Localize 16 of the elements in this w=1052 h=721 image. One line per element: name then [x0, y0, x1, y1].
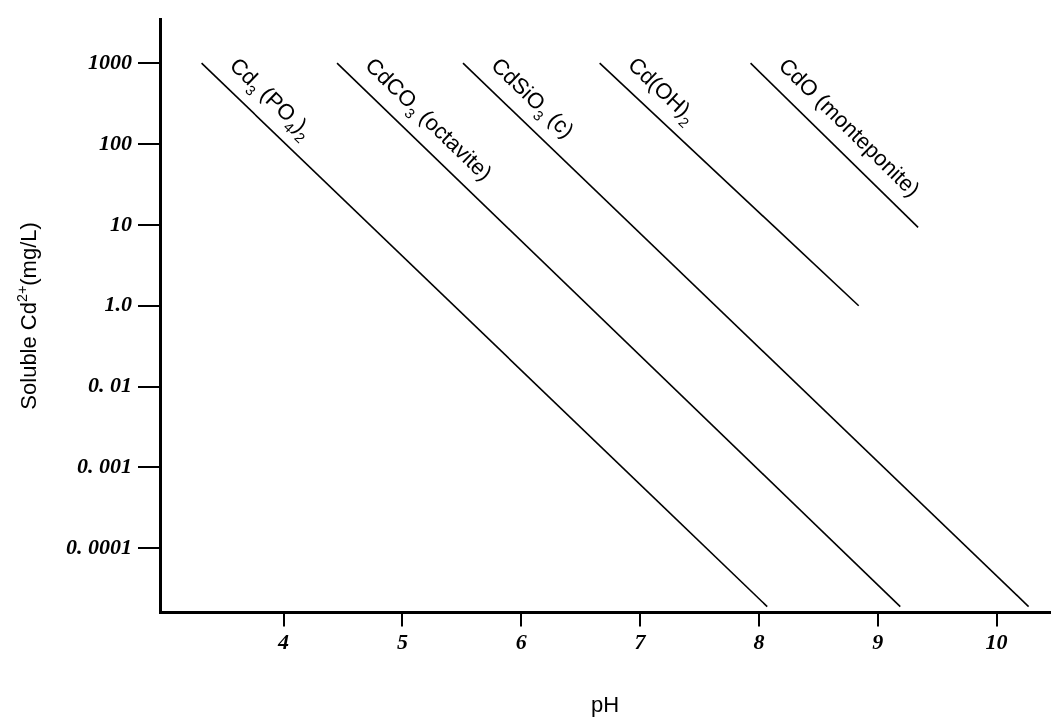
x-axis-title: pH [590, 692, 620, 717]
y-axis-title: Soluble Cd2+(mg/L) [14, 222, 41, 410]
x-tick-label: 5 [396, 629, 408, 655]
x-tick-label: 4 [277, 629, 290, 655]
y-tick-label: 0. 001 [77, 453, 132, 479]
y-tick-label: 100 [99, 129, 132, 155]
y-tick-label: 10 [110, 210, 132, 236]
x-tick-label: 10 [985, 629, 1008, 655]
y-tick-label: 1000 [88, 48, 132, 74]
y-tick-label: 1.0 [104, 291, 132, 317]
y-tick-label: 0. 01 [88, 372, 132, 398]
x-tick-label: 8 [753, 629, 765, 655]
x-tick-label: 6 [515, 629, 527, 655]
x-tick-label: 7 [634, 629, 647, 655]
x-tick-label: 9 [872, 629, 884, 655]
y-tick-label: 0. 0001 [66, 533, 132, 559]
